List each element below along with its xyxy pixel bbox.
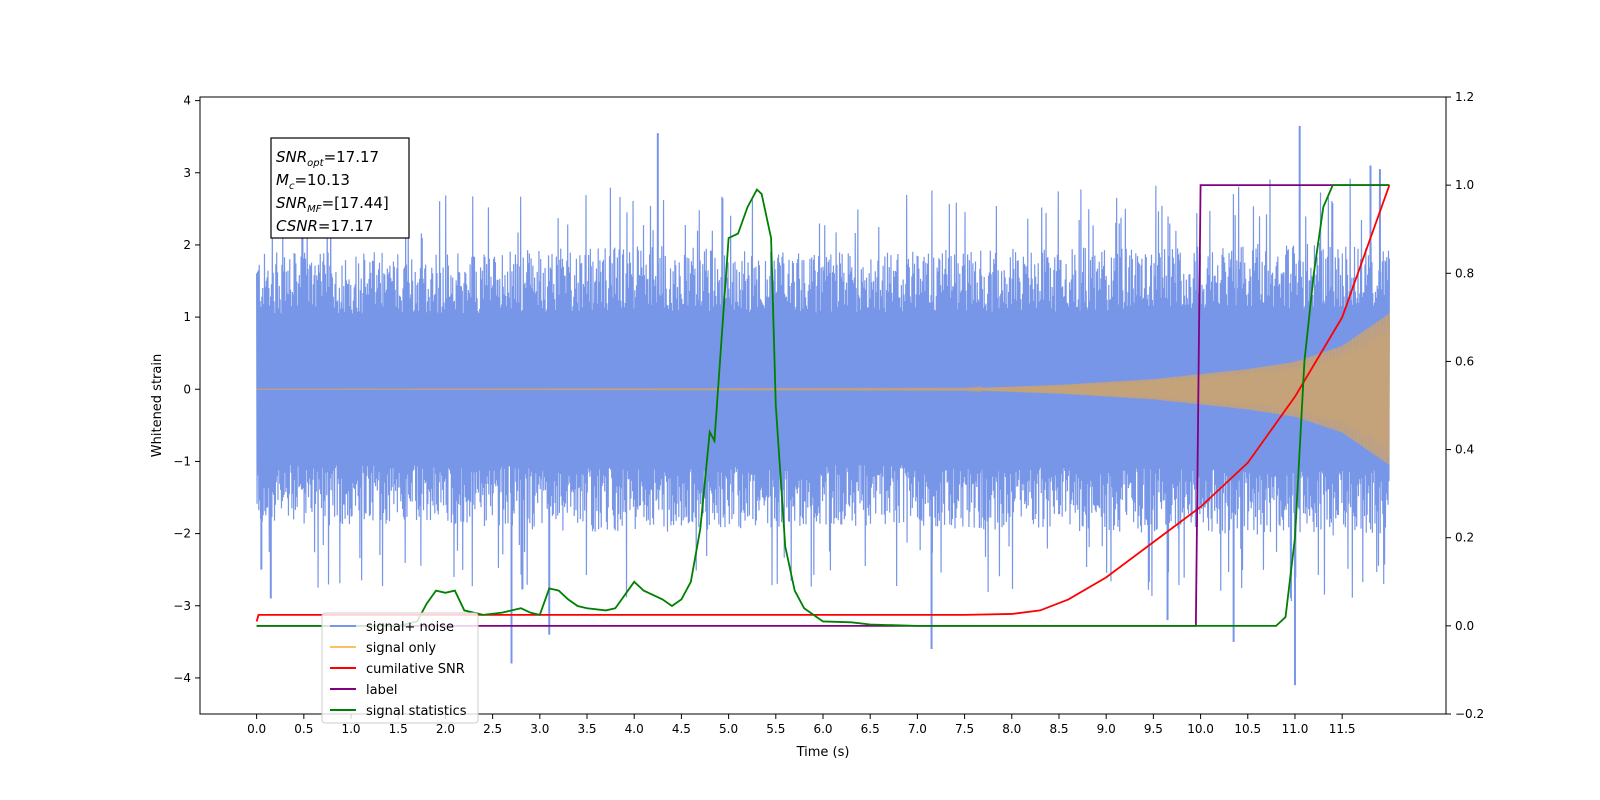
x-tick-label: 10.5 — [1234, 722, 1261, 736]
y-left-tick-label: −3 — [173, 599, 191, 613]
x-tick-label: 0.0 — [247, 722, 266, 736]
legend-entry: signal only — [366, 641, 436, 656]
x-tick-label: 9.5 — [1144, 722, 1163, 736]
y-right-tick-label: 0.8 — [1455, 266, 1474, 280]
series-label — [256, 184, 1390, 627]
annotation-line: CSNR=17.17 — [276, 217, 373, 235]
x-tick-label: 8.0 — [1002, 722, 1021, 736]
annotation-line: Mc=10.13 — [276, 171, 350, 192]
legend-entry: cumilative SNR — [366, 662, 465, 677]
legend-entry: label — [366, 683, 397, 698]
x-tick-label: 1.5 — [389, 722, 408, 736]
series-signal-only — [256, 313, 1390, 465]
y-left-tick-label: 2 — [183, 238, 191, 252]
y-left-tick-label: 4 — [183, 94, 191, 108]
legend-frame — [321, 612, 479, 724]
x-tick-label: 0.5 — [294, 722, 313, 736]
y-right-tick-label: −0.2 — [1455, 707, 1484, 721]
x-tick-label: 4.0 — [625, 722, 644, 736]
annotation-line: SNRMF=[17.44] — [276, 194, 389, 215]
x-tick-label: 10.0 — [1187, 722, 1214, 736]
y-right-tick-label: 1.2 — [1455, 90, 1474, 104]
y-axis-left: 4 3 2 1 0 −1 −2 −3 −4 — [173, 94, 200, 685]
y-right-tick-label: 0.0 — [1455, 619, 1474, 633]
legend-entry: signal statistics — [366, 704, 467, 719]
x-tick-label: 4.5 — [672, 722, 691, 736]
y-right-tick-label: 0.6 — [1455, 354, 1474, 368]
y-axis-label: Whitened strain — [150, 354, 165, 457]
x-tick-label: 7.0 — [908, 722, 927, 736]
x-tick-label: 11.5 — [1329, 722, 1356, 736]
y-left-tick-label: 3 — [183, 166, 191, 180]
x-tick-label: 5.5 — [766, 722, 785, 736]
x-tick-label: 1.0 — [341, 722, 360, 736]
x-tick-label: 2.0 — [436, 722, 455, 736]
x-tick-label: 11.0 — [1282, 722, 1309, 736]
y-left-tick-label: 1 — [183, 310, 191, 324]
y-left-tick-label: −2 — [173, 527, 191, 541]
x-tick-label: 6.0 — [813, 722, 832, 736]
x-tick-label: 9.0 — [1097, 722, 1116, 736]
series-signal-statistics — [256, 184, 1390, 627]
x-axis-label: Time (s) — [796, 745, 850, 760]
y-left-tick-label: −1 — [173, 454, 191, 468]
annotation-frame — [270, 137, 410, 239]
x-tick-label: 6.5 — [861, 722, 880, 736]
y-right-tick-label: 0.4 — [1455, 443, 1474, 457]
x-axis: 0.0 0.5 1.0 1.5 2.0 2.5 3.0 3.5 4.0 4.5 5.0 5.5 6.0 6… — [247, 714, 1356, 736]
x-tick-label: 3.5 — [577, 722, 596, 736]
x-tick-label: 8.5 — [1049, 722, 1068, 736]
x-tick-label: 7.5 — [955, 722, 974, 736]
legend: signal+ noise signal only cumilative SNR la… — [321, 612, 479, 724]
x-tick-label: 5.0 — [719, 722, 738, 736]
y-left-tick-label: −4 — [173, 671, 191, 685]
x-tick-label: 2.5 — [483, 722, 502, 736]
series-signal-noise — [256, 178, 1390, 602]
annotation-line: SNRopt=17.17 — [276, 148, 379, 169]
legend-entry: signal+ noise — [366, 620, 454, 635]
series-cumulative-snr — [255, 184, 1391, 622]
y-axis-right: 1.2 1.0 0.8 0.6 0.4 0.2 0.0 −0.2 — [1446, 90, 1484, 721]
y-left-tick-label: 0 — [183, 382, 191, 396]
x-tick-label: 3.0 — [530, 722, 549, 736]
y-right-tick-label: 0.2 — [1455, 531, 1474, 545]
y-right-tick-label: 1.0 — [1455, 178, 1474, 192]
